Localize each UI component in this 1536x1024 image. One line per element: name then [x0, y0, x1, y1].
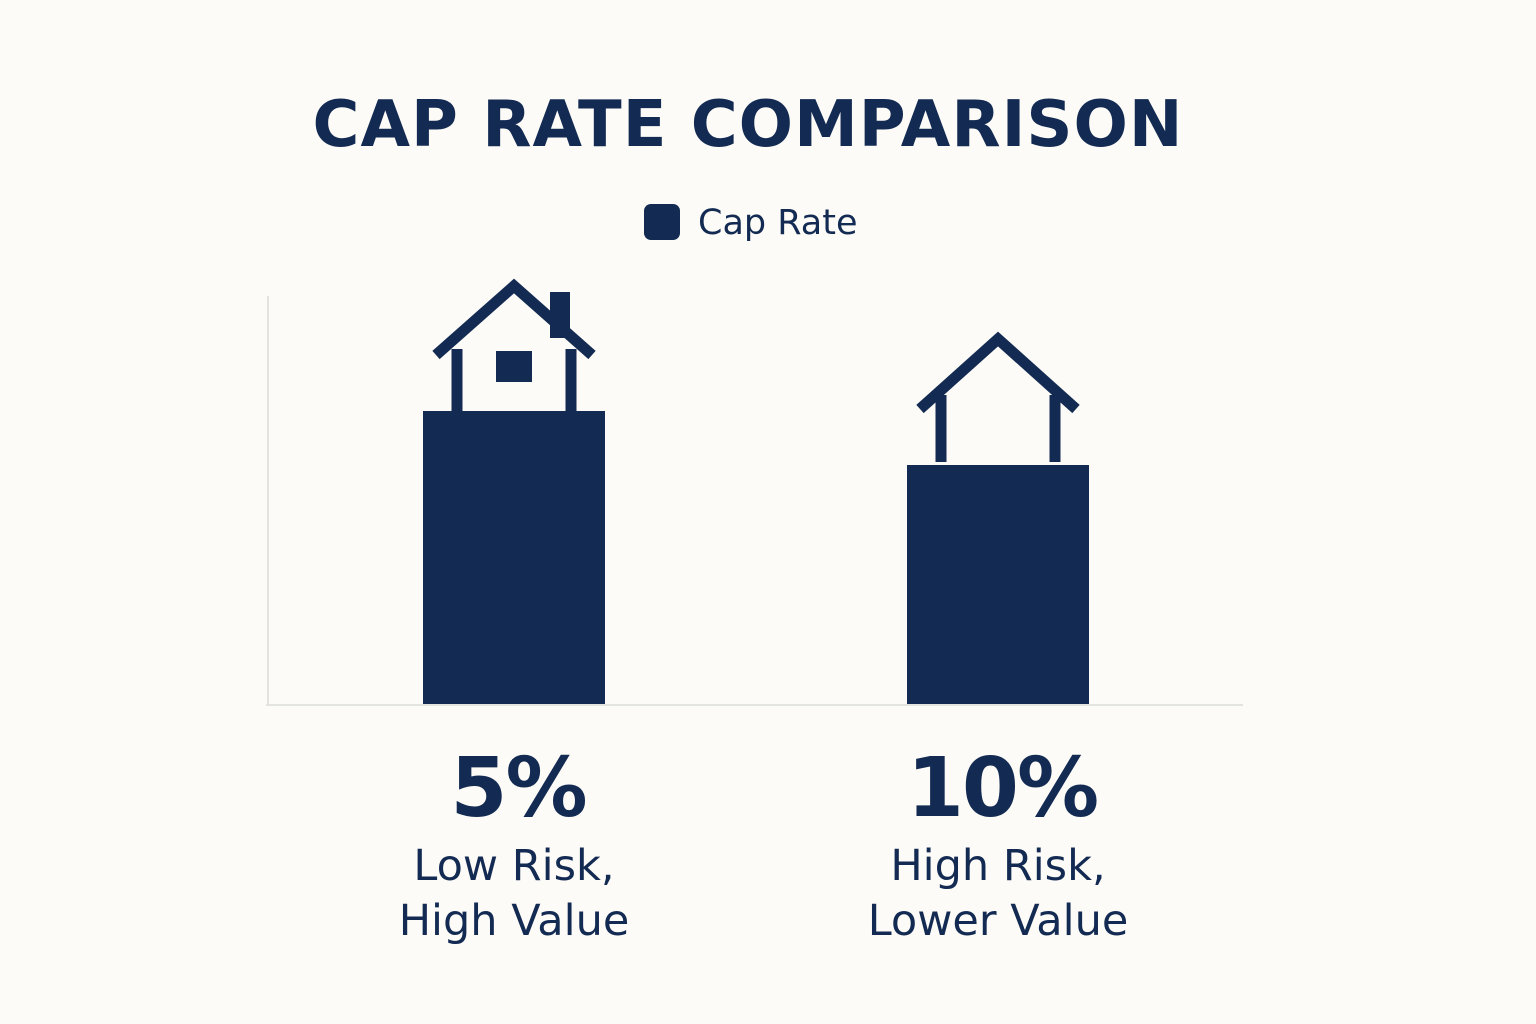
description-label-2-1: High Risk, [890, 841, 1105, 891]
chart-title: CAP RATE COMPARISON [313, 88, 1184, 162]
house-outline-icon [916, 331, 1080, 462]
bar-1 [423, 411, 605, 704]
description-label-1-1: Low Risk, [413, 841, 614, 891]
value-label-1: 5% [450, 741, 585, 836]
house-with-chimney-icon [432, 278, 596, 411]
legend: Cap Rate [644, 203, 857, 243]
legend-label: Cap Rate [698, 203, 857, 243]
bars-group [423, 411, 1089, 704]
description-label-2-2: Lower Value [868, 896, 1129, 946]
labels-group: 5%Low Risk,High Value 10%High Risk,Lower … [399, 741, 1129, 946]
window-icon [496, 351, 532, 382]
description-label-1-2: High Value [399, 896, 630, 946]
bar-2 [907, 465, 1089, 704]
icons-group [432, 278, 1080, 462]
legend-swatch [644, 204, 680, 240]
value-label-2: 10% [907, 741, 1097, 836]
